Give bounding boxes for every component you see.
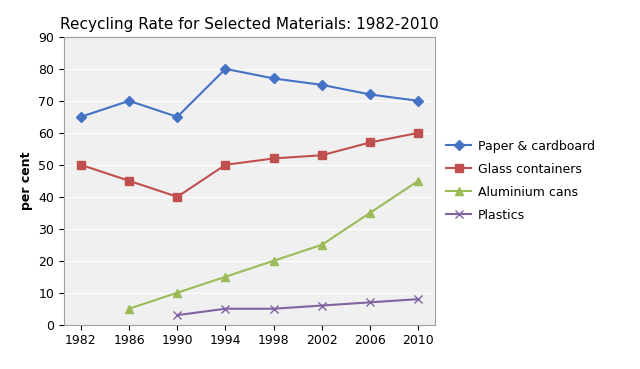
Title: Recycling Rate for Selected Materials: 1982-2010: Recycling Rate for Selected Materials: 1… [60,17,439,32]
Glass containers [270,156,278,161]
Plastics [221,307,229,311]
Aluminium cans [270,259,278,263]
Plastics [415,297,422,301]
Aluminium cans [173,290,181,295]
Paper & cardboard [221,67,229,71]
Legend: Paper & cardboard, Glass containers, Aluminium cans, Plastics: Paper & cardboard, Glass containers, Alu… [442,135,600,227]
Paper & cardboard [125,99,133,103]
Glass containers [415,131,422,135]
Aluminium cans [125,307,133,311]
Paper & cardboard [318,83,326,87]
Line: Aluminium cans: Aluminium cans [125,177,422,313]
Paper & cardboard [173,115,181,119]
Aluminium cans [415,179,422,183]
Paper & cardboard [415,99,422,103]
Aluminium cans [366,211,374,215]
Paper & cardboard [270,76,278,81]
Aluminium cans [221,275,229,279]
Glass containers [221,163,229,167]
Plastics [366,300,374,304]
Plastics [270,307,278,311]
Glass containers [125,179,133,183]
Line: Glass containers: Glass containers [77,129,422,201]
Paper & cardboard [77,115,84,119]
Line: Paper & cardboard: Paper & cardboard [77,65,422,120]
Glass containers [77,163,84,167]
Glass containers [318,153,326,158]
Paper & cardboard [366,92,374,97]
Glass containers [173,194,181,199]
Aluminium cans [318,242,326,247]
Plastics [173,313,181,317]
Glass containers [366,140,374,145]
Plastics [318,303,326,308]
Line: Plastics: Plastics [173,295,422,319]
Y-axis label: per cent: per cent [20,152,33,210]
